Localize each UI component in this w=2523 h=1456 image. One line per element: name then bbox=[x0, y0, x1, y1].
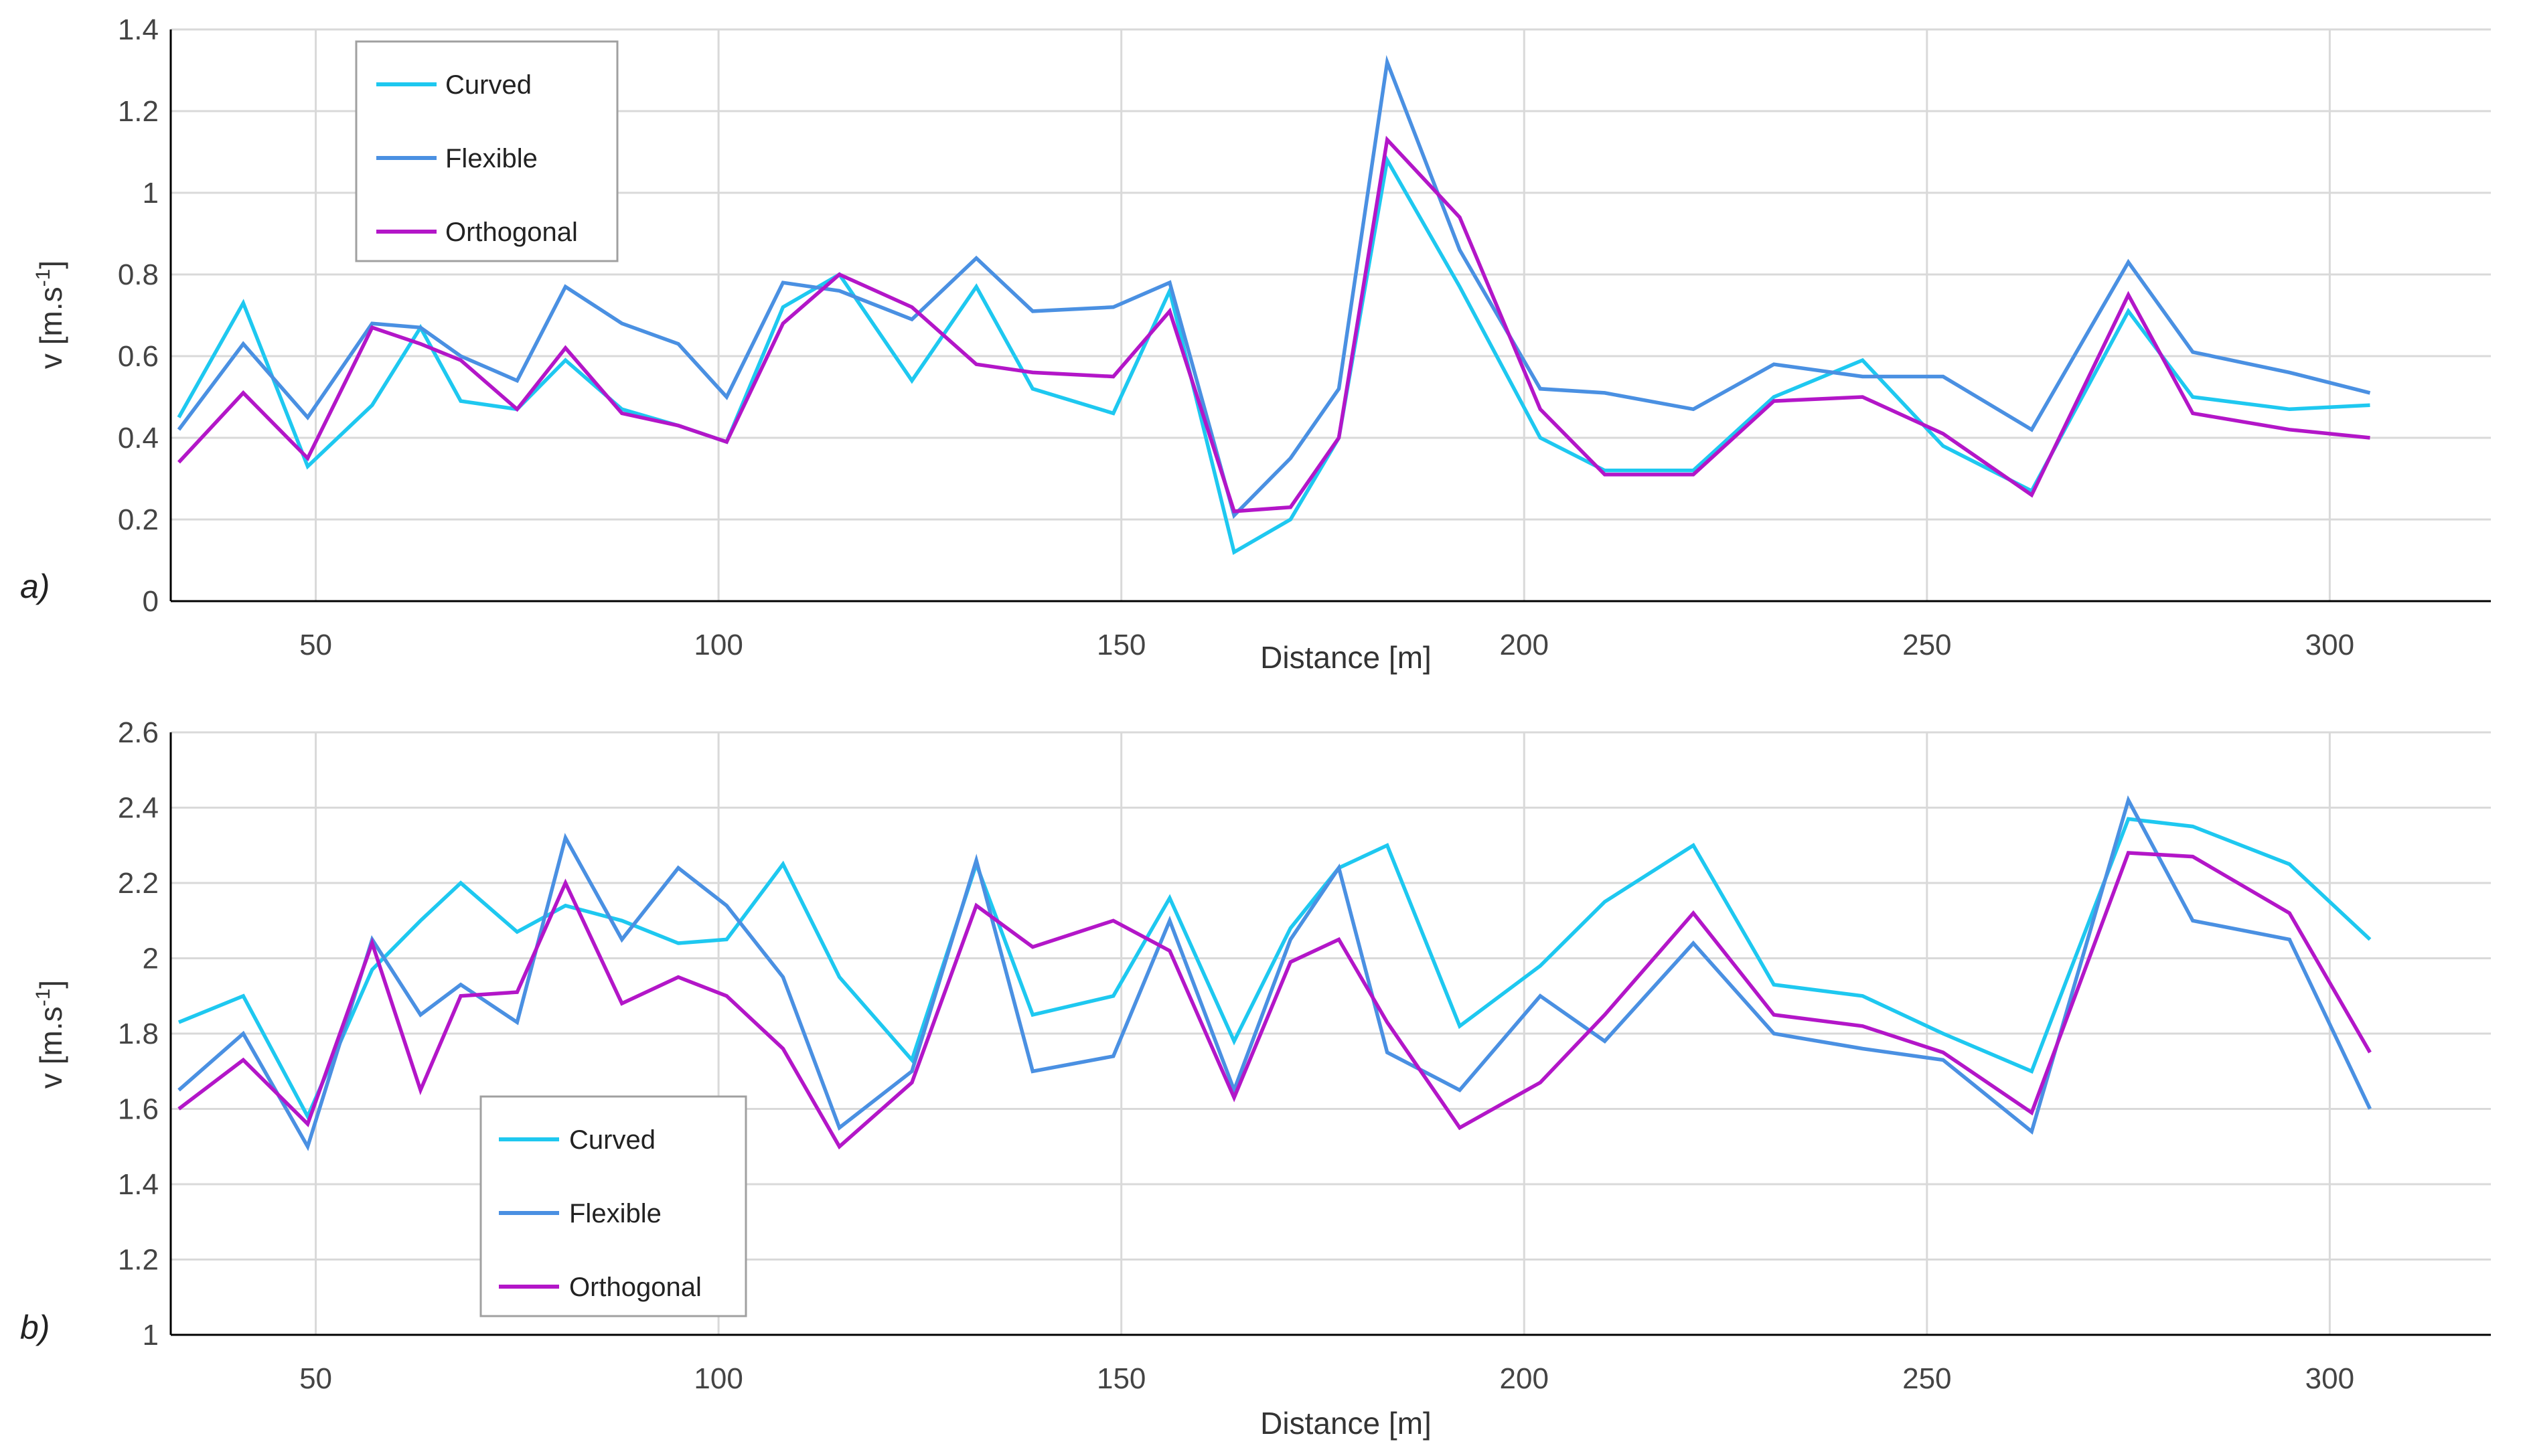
y-tick-label: 2.4 bbox=[118, 792, 159, 825]
y-tick-label: 1.8 bbox=[118, 1018, 159, 1050]
x-tick-labels-a: 50 100 150 200 250 300 bbox=[299, 629, 2354, 661]
legend-label-flexible-b: Flexible bbox=[569, 1199, 662, 1228]
y-tick-label: 1.2 bbox=[118, 1244, 159, 1277]
series-line-orthogonal bbox=[177, 851, 2372, 1150]
y-tick-labels-a: 0 0.2 0.4 0.6 0.8 1 1.2 1.4 bbox=[118, 13, 159, 618]
x-tick-label: 50 bbox=[299, 629, 332, 661]
legend-label-flexible-a: Flexible bbox=[445, 144, 538, 173]
y-axis-label-b: v [m.s-1] bbox=[32, 980, 68, 1088]
legend-a: Curved Flexible Orthogonal bbox=[355, 40, 619, 262]
x-tick-label: 200 bbox=[1500, 1362, 1549, 1395]
series-line-flexible bbox=[177, 795, 2372, 1151]
y-tick-label: 1.6 bbox=[118, 1093, 159, 1126]
x-tick-label: 100 bbox=[694, 1362, 743, 1395]
legend-label-curved-a: Curved bbox=[445, 70, 532, 100]
legend-box-b bbox=[479, 1095, 747, 1317]
x-tick-labels-b: 50 100 150 200 250 300 bbox=[299, 1362, 2354, 1395]
x-tick-label: 50 bbox=[299, 1362, 332, 1395]
panel-label-a: a) bbox=[20, 568, 50, 605]
x-tick-label: 250 bbox=[1902, 629, 1951, 661]
x-tick-label: 300 bbox=[2305, 1362, 2354, 1395]
series-line-curved bbox=[177, 155, 2370, 556]
legend-box-a bbox=[355, 40, 619, 262]
legend-label-curved-b: Curved bbox=[569, 1125, 656, 1155]
legend-label-orthogonal-a: Orthogonal bbox=[445, 218, 578, 247]
axes-a bbox=[169, 29, 2491, 602]
x-tick-label: 100 bbox=[694, 629, 743, 661]
x-axis-label-a: Distance [m] bbox=[1260, 640, 1432, 675]
y-tick-label: 1 bbox=[143, 1319, 159, 1352]
x-axis-label-b: Distance [m] bbox=[1260, 1406, 1432, 1441]
y-tick-label: 2 bbox=[143, 943, 159, 975]
y-tick-label: 1.4 bbox=[118, 1168, 159, 1201]
x-tick-label: 300 bbox=[2305, 629, 2354, 661]
axes-b bbox=[169, 732, 2491, 1336]
x-tick-label: 200 bbox=[1500, 629, 1549, 661]
x-tick-label: 150 bbox=[1097, 1362, 1146, 1395]
legend-label-orthogonal-b: Orthogonal bbox=[569, 1273, 702, 1302]
x-tick-label: 250 bbox=[1902, 1362, 1951, 1395]
chart-panel-a: 0 0.2 0.4 0.6 0.8 1 1.2 1.4 50 100 150 200 250 300 D… bbox=[20, 13, 2491, 675]
y-tick-label: 2.2 bbox=[118, 867, 159, 900]
y-axis-label-a: v [m.s-1] bbox=[32, 260, 68, 369]
y-tick-label: 1.2 bbox=[118, 95, 159, 128]
series-lines-b bbox=[177, 795, 2372, 1151]
y-tick-label: 0.6 bbox=[118, 340, 159, 373]
x-tick-label: 150 bbox=[1097, 629, 1146, 661]
y-tick-label: 0.4 bbox=[118, 422, 159, 455]
series-lines-a bbox=[177, 55, 2371, 556]
series-line-curved bbox=[177, 817, 2372, 1121]
legend-b: Curved Flexible Orthogonal bbox=[479, 1095, 747, 1317]
y-tick-label: 2.6 bbox=[118, 716, 159, 749]
series-line-flexible bbox=[177, 55, 2371, 519]
y-tick-label: 1 bbox=[143, 177, 159, 210]
y-tick-label: 0.2 bbox=[118, 503, 159, 536]
panel-label-b: b) bbox=[20, 1309, 50, 1346]
y-tick-label: 1.4 bbox=[118, 13, 159, 46]
y-tick-label: 0.8 bbox=[118, 258, 159, 291]
series-line-orthogonal bbox=[177, 135, 2370, 513]
y-tick-label: 0 bbox=[143, 585, 159, 618]
chart-panel-b: 1 1.2 1.4 1.6 1.8 2 2.2 2.4 2.6 50 100 150 200 250 30… bbox=[20, 716, 2491, 1441]
y-tick-labels-b: 1 1.2 1.4 1.6 1.8 2 2.2 2.4 2.6 bbox=[118, 716, 159, 1352]
